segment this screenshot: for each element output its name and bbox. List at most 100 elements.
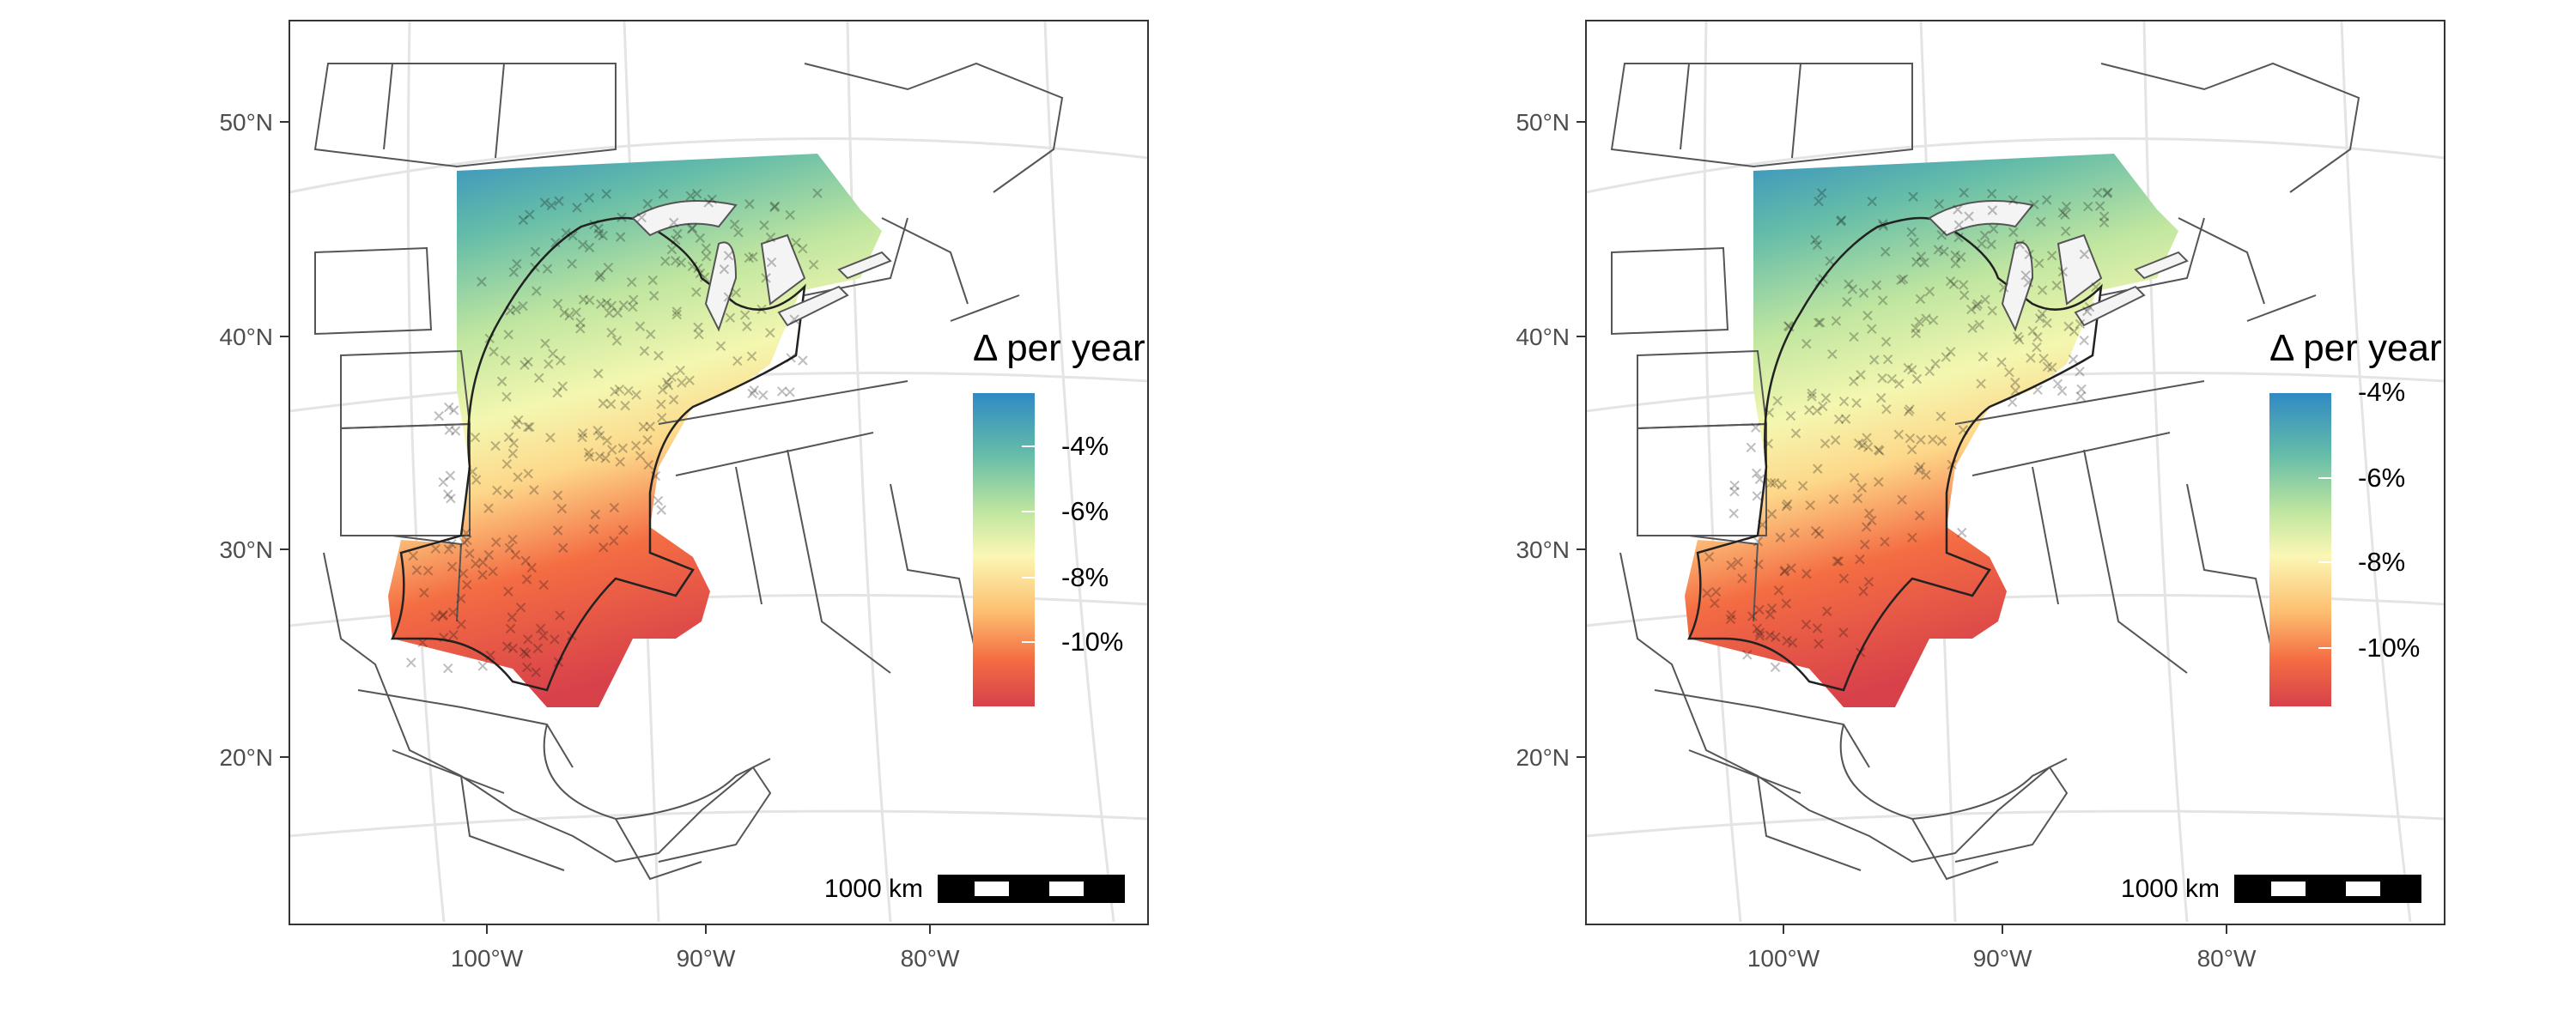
site-marker [2041, 195, 2052, 205]
site-marker [1958, 425, 1968, 435]
site-marker [685, 191, 696, 202]
site-marker [1919, 258, 1929, 268]
site-marker [1996, 357, 2007, 367]
site-marker [567, 258, 577, 269]
site-marker [496, 376, 507, 387]
site-marker [1906, 445, 1917, 455]
site-marker [552, 490, 563, 500]
site-marker [650, 470, 661, 482]
site-marker [798, 243, 808, 254]
site-marker [2034, 313, 2045, 324]
site-marker [2083, 201, 2093, 212]
site-marker [437, 610, 448, 621]
site-marker [1790, 428, 1801, 439]
site-marker [1818, 401, 1828, 412]
site-marker [2069, 326, 2080, 336]
site-marker [1833, 556, 1844, 566]
site-marker [1771, 632, 1781, 643]
site-marker [2075, 391, 2086, 402]
site-marker [1953, 204, 1963, 215]
site-marker [1959, 187, 1969, 198]
site-marker [505, 306, 516, 316]
site-marker [2023, 277, 2033, 288]
site-marker [1765, 630, 1776, 640]
site-marker [1934, 199, 1945, 209]
site-marker [556, 503, 568, 514]
site-marker [508, 267, 519, 277]
site-marker [530, 246, 541, 257]
site-marker [1936, 230, 1947, 240]
site-marker [557, 542, 568, 554]
site-marker [572, 203, 582, 213]
legend-label: -4% [2358, 377, 2405, 407]
site-marker [1911, 323, 1921, 334]
site-marker [585, 295, 595, 306]
site-marker [2063, 321, 2074, 332]
site-marker [1916, 251, 1926, 262]
site-marker [593, 228, 605, 239]
site-marker [594, 272, 605, 282]
site-marker [584, 192, 594, 203]
site-marker [477, 570, 488, 580]
site-marker [1886, 373, 1897, 385]
site-marker [520, 555, 531, 566]
site-marker [510, 549, 521, 560]
site-marker [617, 212, 627, 222]
site-marker [1851, 397, 1862, 409]
site-marker [1853, 438, 1864, 449]
site-marker [1987, 205, 1998, 215]
site-marker [1863, 577, 1874, 587]
site-marker [1781, 598, 1792, 609]
site-marker [1914, 510, 1925, 521]
site-marker [675, 365, 685, 376]
site-marker [593, 223, 604, 233]
site-marker [515, 603, 526, 613]
site-marker [1933, 245, 1944, 255]
site-marker [419, 587, 429, 598]
site-marker [447, 539, 457, 549]
site-marker [2032, 342, 2042, 353]
site-marker [2027, 325, 2038, 336]
site-marker [1903, 406, 1914, 416]
site-marker [666, 372, 677, 382]
site-marker [2007, 397, 2018, 408]
site-marker [2102, 188, 2112, 199]
site-marker [1950, 250, 1960, 261]
site-marker [639, 346, 650, 356]
site-marker [808, 259, 819, 270]
legend-colourbar [2269, 393, 2331, 706]
site-marker [756, 304, 767, 315]
site-marker [1773, 585, 1784, 596]
site-marker [1916, 434, 1926, 445]
site-marker [422, 566, 434, 576]
site-marker [446, 493, 456, 504]
legend-label: -8% [2358, 547, 2405, 577]
site-marker [1831, 316, 1842, 326]
site-marker [542, 264, 553, 274]
site-marker [525, 421, 535, 433]
site-marker [1752, 491, 1762, 501]
site-marker [593, 368, 604, 379]
site-marker [598, 230, 608, 241]
legend-colourbar [973, 393, 1035, 706]
site-marker [1862, 433, 1872, 443]
site-marker [707, 194, 717, 204]
site-marker [636, 212, 647, 223]
site-marker [1976, 379, 1986, 389]
site-marker [642, 434, 653, 445]
site-marker [660, 256, 671, 266]
site-marker [658, 189, 669, 199]
site-marker [1867, 196, 1877, 207]
site-marker [2042, 361, 2053, 372]
site-marker [1807, 391, 1817, 402]
site-marker [1780, 565, 1790, 576]
site-marker [512, 258, 522, 270]
site-marker [1810, 525, 1821, 536]
site-marker [503, 488, 513, 500]
plot-frame [1585, 20, 2445, 925]
site-marker [631, 390, 641, 400]
site-marker [1898, 274, 1909, 284]
scale-bar: 1000 km [824, 875, 1125, 903]
site-marker [511, 304, 521, 315]
site-marker [561, 227, 571, 239]
